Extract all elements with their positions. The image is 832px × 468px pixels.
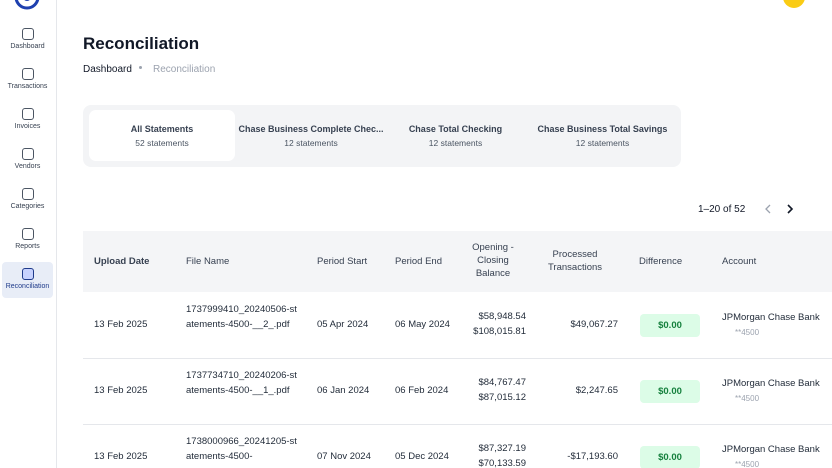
- processed-transactions: $2,247.65: [575, 385, 618, 396]
- row-divider: [83, 358, 832, 359]
- period-start: 07 Nov 2024: [317, 451, 371, 462]
- column-header: Period Start: [317, 256, 368, 267]
- tab-label: All Statements: [130, 123, 194, 134]
- nav-item[interactable]: Vendors: [2, 142, 53, 178]
- sidebar: Dashboard Transactions Invoices Vendors Cate…: [0, 0, 57, 468]
- nav-icon: [21, 28, 34, 40]
- nav-icon: [21, 228, 34, 240]
- account-name: JPMorgan Chase Bank: [722, 312, 820, 323]
- upload-date: 13 Feb 2025: [94, 451, 148, 462]
- tab-label: Chase Business Complete Chec...: [238, 123, 384, 134]
- opening-balance: $84,767.47: [478, 377, 526, 388]
- file-name[interactable]: 1737734710_20240206-statements-4500-__1_…: [186, 370, 297, 396]
- tab-count: 12 statements: [575, 137, 630, 148]
- pagination-arrows[interactable]: [762, 203, 798, 215]
- closing-balance: $70,133.59: [478, 458, 526, 468]
- difference-badge: $0.00: [640, 446, 700, 468]
- nav-icon: [21, 148, 34, 160]
- tab-count: 12 statements: [284, 137, 338, 148]
- nav-item[interactable]: Reconciliation: [2, 262, 53, 298]
- nav-label: Vendors: [14, 163, 41, 170]
- column-header[interactable]: Upload Date: [94, 256, 150, 267]
- period-end: 05 Dec 2024: [395, 451, 449, 462]
- nav-label: Reports: [15, 243, 40, 250]
- period-end: 06 May 2024: [395, 319, 450, 330]
- tab-count: 12 statements: [428, 137, 483, 148]
- breadcrumb-current: Reconciliation: [153, 64, 216, 75]
- upload-date: 13 Feb 2025: [94, 319, 148, 330]
- account-name: JPMorgan Chase Bank: [722, 444, 820, 455]
- pagination-info: 1–20 of 52: [698, 204, 746, 215]
- column-header: Opening - Closing Balance: [472, 242, 514, 279]
- tab[interactable]: All Statements 52 statements: [89, 110, 235, 161]
- column-header: Account: [722, 256, 757, 267]
- difference-badge: $0.00: [640, 380, 700, 403]
- nav-item[interactable]: Invoices: [2, 102, 53, 138]
- column-header: Difference: [639, 256, 683, 267]
- period-start: 06 Jan 2024: [317, 385, 370, 396]
- closing-balance: $108,015.81: [473, 326, 526, 337]
- opening-balance: $87,327.19: [478, 443, 526, 454]
- account-number: **4500: [735, 394, 760, 403]
- breadcrumb-link[interactable]: Dashboard: [83, 64, 132, 75]
- tab[interactable]: Chase Business Total Savings 12 statement…: [529, 110, 676, 161]
- tab-label: Chase Business Total Savings: [537, 123, 668, 134]
- tab-bar: All Statements 52 statements Chase Busines…: [83, 105, 681, 167]
- tab[interactable]: Chase Total Checking 12 statements: [388, 110, 523, 161]
- difference-badge: $0.00: [640, 314, 700, 337]
- nav-item[interactable]: Categories: [2, 182, 53, 218]
- tab[interactable]: Chase Business Complete Chec... 12 statem…: [238, 110, 384, 161]
- table-header: Upload Date File Name Period Start Period E…: [83, 231, 832, 292]
- account-number: **4500: [735, 328, 760, 337]
- nav-item[interactable]: Reports: [2, 222, 53, 258]
- period-start: 05 Apr 2024: [317, 319, 369, 330]
- account-name: JPMorgan Chase Bank: [722, 378, 820, 389]
- column-header: File Name: [186, 256, 230, 267]
- processed-transactions: $49,067.27: [570, 319, 618, 330]
- account-number: **4500: [735, 460, 760, 468]
- file-name[interactable]: 1738000966_20241205-statements-4500-: [186, 436, 297, 462]
- nav-label: Dashboard: [10, 43, 45, 50]
- logo: [14, 0, 40, 10]
- processed-transactions: -$17,193.60: [567, 451, 618, 462]
- nav-icon: [21, 108, 34, 120]
- period-end: 06 Feb 2024: [395, 385, 449, 396]
- row-divider: [83, 424, 832, 425]
- tab-label: Chase Total Checking: [408, 123, 503, 134]
- nav-item[interactable]: Dashboard: [2, 22, 53, 58]
- avatar[interactable]: [783, 0, 805, 8]
- column-header: Processed Transactions: [547, 249, 603, 273]
- nav-label: Categories: [10, 203, 45, 210]
- nav-icon: [21, 268, 34, 280]
- nav-label: Invoices: [14, 123, 41, 130]
- opening-balance: $58,948.54: [478, 311, 526, 322]
- nav-label: Transactions: [7, 83, 48, 90]
- file-name[interactable]: 1737999410_20240506-statements-4500-__2_…: [186, 304, 297, 330]
- nav-icon: [21, 188, 34, 200]
- upload-date: 13 Feb 2025: [94, 385, 148, 396]
- column-header: Period End: [395, 256, 443, 267]
- nav-item[interactable]: Transactions: [2, 62, 53, 98]
- closing-balance: $87,015.12: [478, 392, 526, 403]
- tab-count: 52 statements: [135, 137, 189, 148]
- nav-icon: [21, 68, 34, 80]
- nav-label: Reconciliation: [5, 283, 50, 290]
- breadcrumb-separator: [139, 66, 142, 69]
- page-title: Reconciliation: [83, 34, 200, 53]
